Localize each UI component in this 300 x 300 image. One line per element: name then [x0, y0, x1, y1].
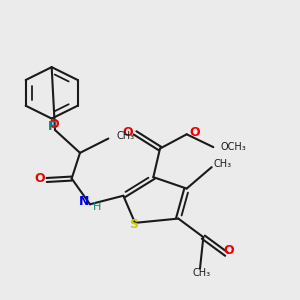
Text: O: O: [223, 244, 234, 256]
Text: S: S: [129, 218, 138, 231]
Text: CH₃: CH₃: [117, 131, 135, 141]
Text: CH₃: CH₃: [193, 268, 211, 278]
Text: O: O: [122, 126, 133, 140]
Text: O: O: [34, 172, 45, 185]
Text: N: N: [79, 195, 89, 208]
Text: CH₃: CH₃: [213, 159, 232, 169]
Text: F: F: [47, 120, 56, 133]
Text: O: O: [48, 118, 58, 131]
Text: O: O: [190, 126, 200, 140]
Text: H: H: [93, 202, 101, 212]
Text: OCH₃: OCH₃: [221, 142, 246, 152]
